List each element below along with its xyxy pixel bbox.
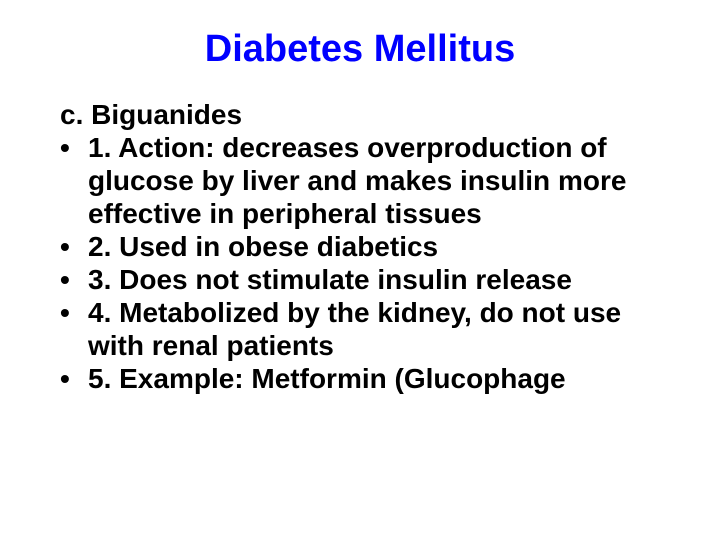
list-item: 5. Example: Metformin (Glucophage bbox=[60, 362, 680, 395]
bullet-list: 1. Action: decreases overproduction of g… bbox=[30, 131, 680, 395]
body-block: c. Biguanides 1. Action: decreases overp… bbox=[30, 99, 690, 395]
subheading: c. Biguanides bbox=[30, 99, 680, 131]
list-item: 2. Used in obese diabetics bbox=[60, 230, 680, 263]
list-item: 3. Does not stimulate insulin release bbox=[60, 263, 680, 296]
list-item: 4. Metabolized by the kidney, do not use… bbox=[60, 296, 680, 362]
slide: Diabetes Mellitus c. Biguanides 1. Actio… bbox=[0, 0, 720, 540]
slide-title: Diabetes Mellitus bbox=[30, 28, 690, 71]
list-item: 1. Action: decreases overproduction of g… bbox=[60, 131, 680, 230]
